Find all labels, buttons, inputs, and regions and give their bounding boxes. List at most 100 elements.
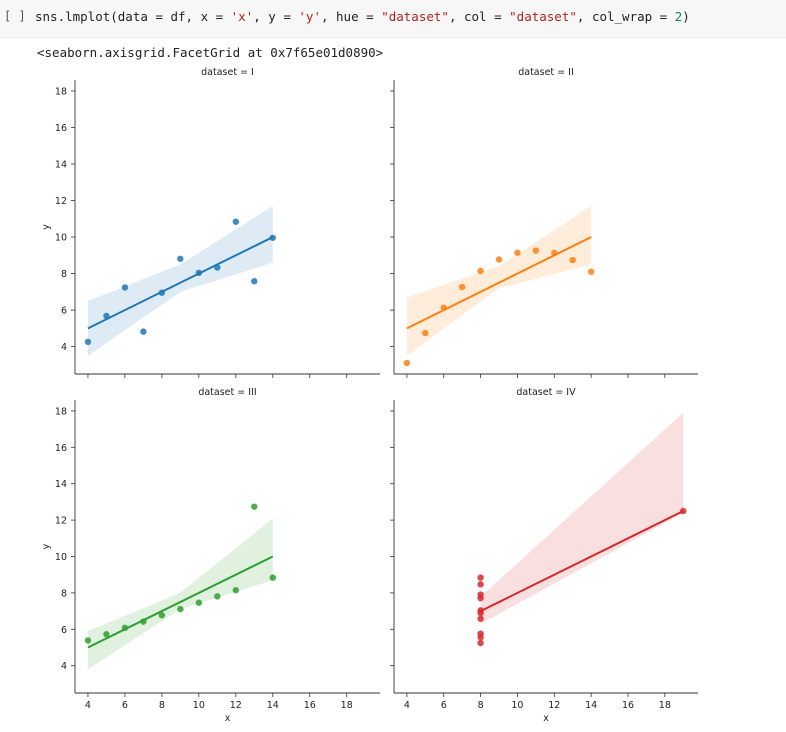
data-point [195, 269, 203, 277]
x-tick-label: 12 [230, 700, 242, 711]
facet-panel: dataset = II [390, 67, 698, 378]
code-token: , hue = [320, 9, 382, 24]
x-tick-label: 12 [548, 700, 560, 711]
code-token: 2 [674, 9, 683, 24]
y-tick-label: 16 [55, 123, 67, 134]
data-point [251, 278, 258, 285]
y-axis-label: y [41, 224, 52, 230]
x-tick-label: 8 [159, 700, 165, 711]
x-tick-label: 14 [267, 700, 279, 711]
regression-line [406, 236, 592, 330]
confidence-band [87, 206, 273, 356]
data-point [103, 312, 110, 320]
facet-title: dataset = I [201, 67, 254, 78]
y-tick-label: 6 [61, 306, 67, 317]
data-point [232, 586, 240, 594]
y-axis-label: y [41, 543, 52, 549]
data-point [177, 255, 184, 262]
data-point [477, 581, 484, 588]
regression-line [87, 236, 274, 330]
regression-line [87, 555, 274, 649]
data-point [587, 268, 595, 275]
facet-panel: dataset = III 4 6 8 10 12 14 16 18 4 6 8 10 12 14 16 18 y… [41, 387, 380, 724]
data-point [477, 639, 484, 647]
y-tick-label: 12 [55, 516, 67, 527]
data-point [422, 329, 429, 337]
y-tick-label: 8 [61, 269, 67, 280]
code-token: sns.lmplot(data = df, x = [35, 9, 231, 24]
x-tick-label: 10 [511, 700, 523, 711]
data-point [477, 591, 484, 598]
y-tick-label: 18 [55, 86, 67, 97]
data-point [477, 634, 484, 641]
x-tick-label: 4 [85, 700, 91, 711]
x-tick-label: 6 [441, 700, 447, 711]
code-token: 'y' [298, 9, 321, 24]
data-point [514, 249, 521, 256]
y-tick-label: 12 [55, 196, 67, 207]
data-point [214, 593, 221, 600]
data-point [140, 618, 147, 625]
data-point [551, 249, 558, 257]
y-tick-label: 10 [55, 552, 67, 563]
facet-panel: dataset = I 4 6 8 10 12 14 16 18 y [41, 67, 380, 378]
confidence-band [87, 518, 273, 670]
code-token: "dataset" [509, 9, 577, 24]
data-point [251, 503, 258, 510]
cell-prompt[interactable]: [ ] [4, 9, 26, 23]
y-tick-label: 8 [61, 588, 67, 599]
code-input[interactable]: sns.lmplot(data = df, x = 'x', y = 'y', … [35, 9, 690, 24]
data-point [495, 256, 503, 263]
data-point [103, 631, 110, 638]
x-axis-label: x [225, 713, 231, 724]
data-point [121, 624, 129, 632]
x-tick-label: 6 [122, 700, 128, 711]
data-point [680, 507, 687, 515]
data-point [403, 359, 411, 367]
code-cell[interactable]: [ ] sns.lmplot(data = df, x = 'x', y = '… [0, 0, 786, 38]
data-point [84, 338, 92, 346]
data-point [158, 612, 166, 619]
data-point [477, 267, 484, 275]
facet-title: dataset = III [198, 387, 256, 398]
data-point [440, 304, 447, 311]
facet-title: dataset = IV [516, 387, 576, 398]
y-tick-label: 18 [55, 406, 67, 417]
code-token: , col = [448, 9, 510, 24]
y-tick-label: 4 [61, 661, 67, 672]
data-point [477, 615, 484, 622]
data-point [140, 328, 147, 335]
y-tick-label: 14 [55, 479, 67, 490]
confidence-band [480, 412, 684, 624]
code-token: 'x' [230, 9, 254, 24]
data-point [121, 284, 129, 291]
code-token: , y = [253, 9, 299, 24]
x-tick-label: 14 [585, 700, 597, 711]
x-tick-label: 4 [404, 700, 410, 711]
data-point [177, 605, 184, 613]
data-point [232, 218, 240, 225]
data-point [532, 247, 540, 254]
data-point [477, 609, 484, 617]
data-point [214, 264, 221, 271]
x-tick-label: 16 [304, 700, 316, 711]
data-point [569, 256, 576, 264]
data-point [195, 599, 203, 606]
y-tick-label: 10 [55, 233, 67, 244]
facet-title: dataset = II [518, 67, 574, 78]
y-tick-label: 6 [61, 625, 67, 636]
facet-panel: dataset = IV 4 6 8 10 12 14 16 18 x [390, 387, 698, 724]
code-token: ) [682, 9, 690, 24]
confidence-band [406, 206, 592, 356]
data-point [477, 574, 484, 581]
cell-output: <seaborn.axisgrid.FacetGrid at 0x7f65e01… [37, 45, 384, 60]
code-token: , col_wrap = [576, 9, 675, 24]
code-token: "dataset" [381, 9, 449, 24]
regression-line [480, 510, 684, 613]
y-tick-label: 4 [61, 342, 67, 353]
data-point [158, 289, 166, 296]
y-tick-label: 16 [55, 443, 67, 454]
data-point [269, 234, 276, 241]
data-point [84, 637, 92, 644]
